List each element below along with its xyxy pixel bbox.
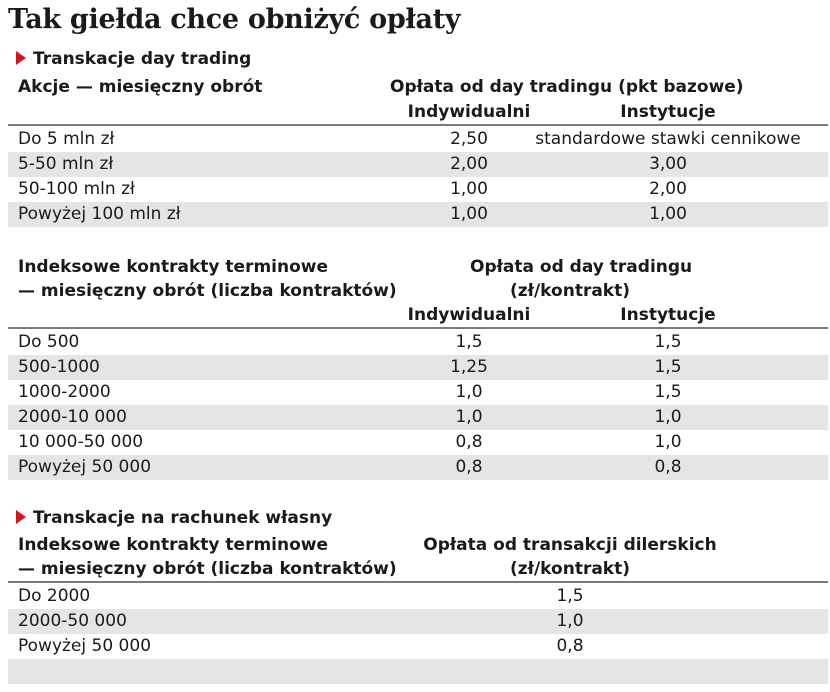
column-header-institutions: Instytucje [620, 102, 716, 122]
table-row: 500-1000 1,25 1,5 [8, 355, 828, 380]
table-row: Do 5 mln zł 2,50 standardowe stawki cenn… [18, 129, 801, 149]
header-rule [8, 581, 828, 583]
column-header-turnover: Indeksowe kontrakty terminowe [18, 257, 329, 277]
column-header-individual: Indywidualni [407, 102, 531, 122]
red-triangle-icon [16, 510, 26, 524]
table-row: Powyżej 100 mln zł 1,00 1,00 [8, 202, 828, 227]
header-rule [8, 124, 828, 126]
table-footer-band [8, 659, 828, 684]
column-header-turnover: Akcje — miesięczny obrót [18, 77, 263, 97]
table-row: 2000-10 000 1,0 1,0 [8, 405, 828, 430]
header-rule [8, 327, 828, 329]
table-row: Do 2000 1,5 [18, 586, 584, 606]
column-header-fee-unit: (zł/kontrakt) [510, 559, 630, 579]
table-row: 50-100 mln zł 1,00 2,00 [18, 179, 687, 199]
table-row: Powyżej 50 000 0,8 0,8 [8, 455, 828, 480]
table-row: Powyżej 50 000 0,8 [18, 636, 584, 656]
table-row: 10 000-50 000 0,8 1,0 [18, 432, 682, 452]
section-heading-day-trading: Transkacje day trading [16, 49, 251, 69]
column-header-dealer-fee: Opłata od transakcji dilerskich [423, 535, 717, 555]
infographic-title: Tak giełda chce obniżyć opłaty [8, 4, 461, 35]
column-header-turnover-line2: — miesięczny obrót (liczba kontraktów) [18, 281, 397, 301]
column-header-institutions: Instytucje [620, 305, 716, 325]
table-row: 2000-50 000 1,0 [8, 609, 828, 634]
column-header-fee: Opłata od day tradingu [470, 257, 693, 277]
red-triangle-icon [16, 51, 26, 65]
column-header-fee-unit: (zł/kontrakt) [510, 281, 630, 301]
table-row: 5-50 mln zł 2,00 3,00 [8, 152, 828, 177]
column-header-individual: Indywidualni [407, 305, 531, 325]
column-header-turnover: Indeksowe kontrakty terminowe [18, 535, 329, 555]
table-row: 1000-2000 1,0 1,5 [18, 382, 682, 402]
column-header-turnover-line2: — miesięczny obrót (liczba kontraktów) [18, 559, 397, 579]
column-header-fee: Opłata od day tradingu (pkt bazowe) [390, 77, 744, 97]
section-heading-own-account: Transkacje na rachunek własny [16, 508, 332, 528]
table-row: Do 500 1,5 1,5 [18, 332, 682, 352]
